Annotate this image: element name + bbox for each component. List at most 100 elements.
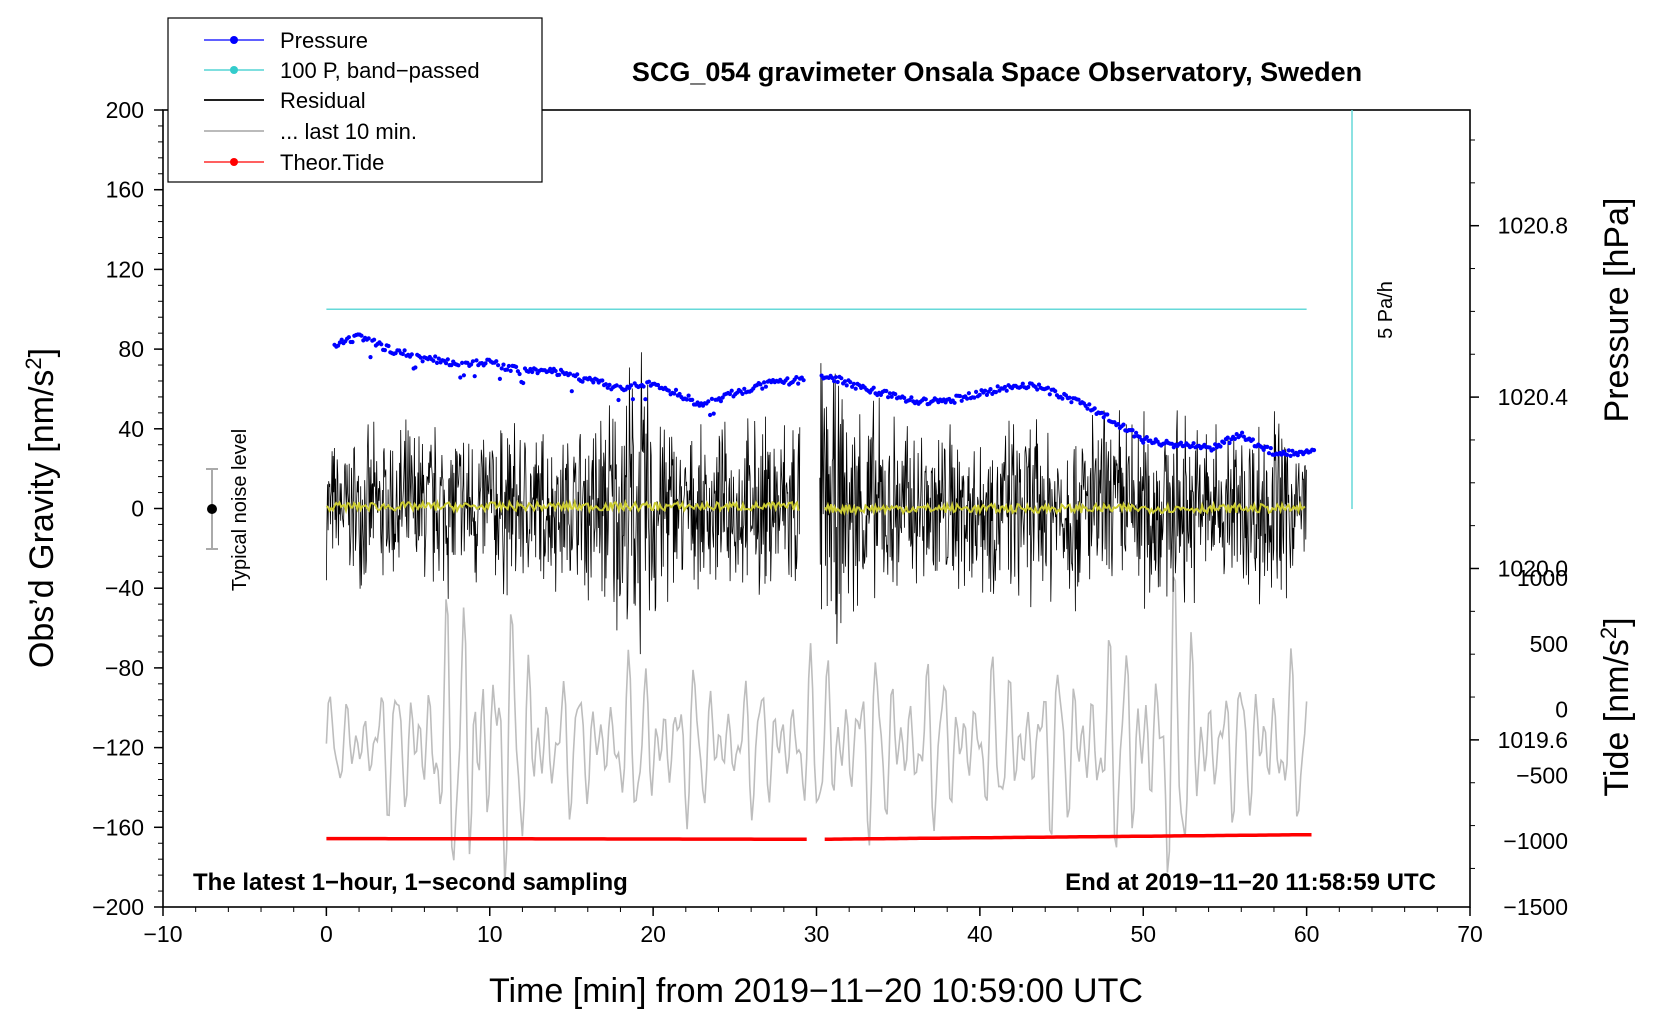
pressure-point [461, 373, 466, 378]
sampling-note: The latest 1−hour, 1−second sampling [193, 869, 628, 896]
pressure-point [460, 360, 465, 365]
pressure-series [332, 332, 1317, 458]
pressure-point [988, 387, 993, 392]
legend-item-pressure: Pressure [204, 28, 368, 53]
pressure-point [1218, 444, 1223, 449]
noise-level-indicator [206, 468, 218, 550]
pressure-point [1002, 384, 1008, 390]
pressure-point [1169, 441, 1175, 446]
pressure-point [548, 366, 553, 371]
pressure-point [1105, 412, 1110, 417]
pressure-point [984, 392, 990, 397]
pressure-point [835, 379, 840, 385]
pressure-point [382, 348, 387, 353]
pressure-point [497, 376, 502, 381]
pressure-point [569, 389, 574, 394]
pressure-point [842, 379, 848, 384]
pressure-point [1134, 430, 1139, 435]
pressure-point [923, 397, 928, 402]
pressure-point [1151, 440, 1157, 445]
pressure-point [684, 397, 689, 402]
pressure-point [760, 386, 765, 391]
tide-tick-label: −500 [1516, 762, 1568, 788]
pressure-point [616, 397, 621, 403]
pressure-point [336, 343, 341, 348]
pressure-point [727, 391, 733, 397]
pressure-point [1087, 402, 1092, 407]
pressure-point [796, 381, 801, 386]
rate-label: 5 Pa/h [1375, 281, 1397, 339]
pressure-point [1099, 410, 1104, 415]
pressure-tick-label: 1020.8 [1498, 213, 1568, 239]
residual-mean-line [823, 500, 1306, 517]
pressure-point [1045, 385, 1051, 390]
x-tick-label: −10 [143, 921, 182, 947]
pressure-point [1053, 389, 1058, 394]
pressure-point [1266, 451, 1272, 456]
pressure-point [887, 391, 893, 396]
pressure-point [742, 386, 747, 391]
pressure-point [995, 384, 1000, 389]
pressure-point [350, 339, 355, 345]
tide-line-segment [824, 832, 1312, 841]
pressure-point [496, 363, 501, 368]
x-tick-label: 20 [640, 921, 666, 947]
pressure-point [1076, 397, 1081, 402]
pressure-point [1250, 437, 1255, 442]
pressure-point [494, 359, 499, 364]
pressure-point [1191, 441, 1196, 446]
pressure-point [1121, 422, 1126, 427]
legend: Pressure 100 P, band−passed Residual ...… [167, 17, 543, 183]
pressure-point [832, 379, 837, 384]
pressure-point [445, 357, 450, 362]
pressure-point [506, 363, 511, 369]
pressure-point [1295, 453, 1300, 458]
pressure-point [1234, 432, 1239, 437]
svg-text:Pressure: Pressure [280, 28, 368, 53]
pressure-point [1116, 422, 1121, 427]
pressure-point [643, 397, 648, 402]
tide-tick-label: 1000 [1517, 565, 1568, 591]
pressure-point [729, 388, 734, 393]
pressure-point [677, 391, 682, 397]
y-axis-title-pressure: Pressure [hPa] [1598, 198, 1636, 423]
pressure-point [470, 359, 475, 364]
pressure-point [666, 388, 671, 393]
y-axis-title-tide: Tide [nm/s2] [1596, 617, 1637, 796]
y-tick-label: 40 [118, 416, 144, 442]
pressure-point [629, 383, 634, 388]
pressure-point [483, 361, 488, 366]
pressure-point [974, 389, 979, 394]
pressure-point [763, 384, 769, 389]
pressure-point [1225, 435, 1230, 440]
noise-level-label: Typical noise level [229, 429, 251, 591]
pressure-point [533, 367, 538, 372]
x-tick-label: 0 [320, 921, 333, 947]
pressure-point [711, 411, 716, 416]
pressure-point [458, 375, 463, 380]
y-tick-label: 120 [106, 256, 144, 282]
pressure-point [848, 380, 853, 385]
last-10-min-line [325, 576, 1308, 885]
x-tick-label: 10 [477, 921, 503, 947]
y-tick-label: 200 [106, 97, 144, 123]
pressure-point [366, 336, 371, 341]
pressure-point [1132, 434, 1137, 439]
pressure-tick-label: 1020.0 [1498, 555, 1568, 581]
pressure-point [346, 335, 351, 340]
pressure-point [1286, 448, 1291, 453]
pressure-point [977, 392, 982, 397]
pressure-point [1284, 452, 1290, 457]
pressure-point [1067, 395, 1072, 400]
series-layer [325, 308, 1317, 885]
pressure-point [472, 374, 477, 379]
y-tick-label: 80 [118, 336, 144, 362]
tide-line-segment [326, 836, 807, 841]
residual-mean-line [325, 498, 800, 515]
pressure-point [709, 396, 715, 401]
axis-ticks: −10 0 10 20 30 40 50 60 70 −200 −160 −120 −80 −40 0 40 8… [92, 97, 1568, 947]
chart-title: SCG_054 gravimeter Onsala Space Observat… [632, 57, 1362, 87]
pressure-point [409, 352, 414, 357]
pressure-point [952, 400, 957, 405]
pressure-point [801, 378, 806, 383]
